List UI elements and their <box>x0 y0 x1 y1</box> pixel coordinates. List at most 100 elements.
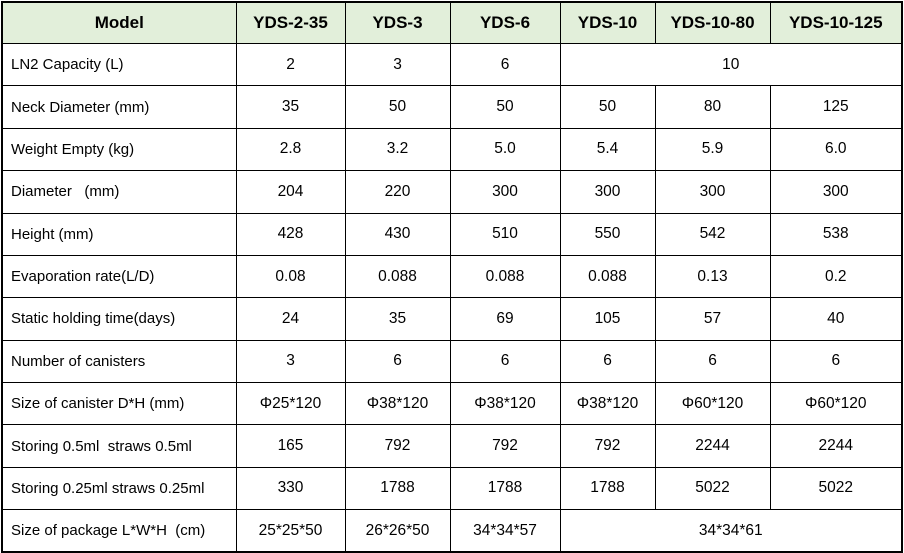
cell-value: 330 <box>235 466 346 511</box>
cell-value: 428 <box>235 212 346 256</box>
cell-value: 3 <box>235 339 346 384</box>
cell-value: 50 <box>344 85 451 129</box>
cell-value: Φ25*120 <box>235 381 346 426</box>
cell-value: 550 <box>559 212 656 256</box>
cell-value: 6 <box>344 339 451 384</box>
cell-value: 0.08 <box>235 254 346 299</box>
cell-value: 6 <box>449 42 561 87</box>
cell-value: 0.088 <box>559 254 656 299</box>
row-label: Number of canisters <box>1 339 237 384</box>
cell-value: 3 <box>344 42 451 87</box>
cell-value: 792 <box>344 424 451 468</box>
cell-value-merged: 10 <box>559 42 903 87</box>
cell-value: 6 <box>559 339 656 384</box>
cell-value: 1788 <box>449 466 561 511</box>
cell-value: 80 <box>654 85 771 129</box>
cell-value: 24 <box>235 297 346 341</box>
table-row-storing-025ml: Storing 0.25ml straws 0.25ml 330 1788 17… <box>1 466 903 511</box>
cell-value: 0.088 <box>449 254 561 299</box>
row-label: Height (mm) <box>1 212 237 256</box>
cell-value: 5022 <box>654 466 771 511</box>
cell-value: 6.0 <box>769 127 903 172</box>
cell-value: 1788 <box>559 466 656 511</box>
cell-value: 69 <box>449 297 561 341</box>
cell-value: 6 <box>654 339 771 384</box>
row-label: LN2 Capacity (L) <box>1 42 237 87</box>
cell-value: 35 <box>235 85 346 129</box>
cell-value: 35 <box>344 297 451 341</box>
cell-value: 2.8 <box>235 127 346 172</box>
cell-value: 50 <box>559 85 656 129</box>
table-row-diameter: Diameter (mm) 204 220 300 300 300 300 <box>1 170 903 214</box>
cell-value: 105 <box>559 297 656 341</box>
cell-value: 5022 <box>769 466 903 511</box>
cell-value: Φ60*120 <box>769 381 903 426</box>
cell-value: 792 <box>449 424 561 468</box>
row-label: Neck Diameter (mm) <box>1 85 237 129</box>
cell-value: 430 <box>344 212 451 256</box>
cell-value-merged: 34*34*61 <box>559 509 903 553</box>
col-header-model-1: YDS-2-35 <box>235 1 346 44</box>
cell-value: 300 <box>769 170 903 214</box>
row-label: Static holding time(days) <box>1 297 237 341</box>
cell-value: 5.4 <box>559 127 656 172</box>
cell-value: Φ38*120 <box>449 381 561 426</box>
cell-value: 204 <box>235 170 346 214</box>
cell-value: 3.2 <box>344 127 451 172</box>
cell-value: 34*34*57 <box>449 509 561 553</box>
cell-value: 165 <box>235 424 346 468</box>
cell-value: 538 <box>769 212 903 256</box>
cell-value: 2 <box>235 42 346 87</box>
cell-value: 1788 <box>344 466 451 511</box>
col-header-model-4: YDS-10 <box>559 1 656 44</box>
row-label: Storing 0.5ml straws 0.5ml <box>1 424 237 468</box>
table-row-ln2-capacity: LN2 Capacity (L) 2 3 6 10 <box>1 42 903 87</box>
row-label: Storing 0.25ml straws 0.25ml <box>1 466 237 511</box>
cell-value: Φ38*120 <box>559 381 656 426</box>
cell-value: 542 <box>654 212 771 256</box>
cell-value: 40 <box>769 297 903 341</box>
cell-value: 5.9 <box>654 127 771 172</box>
cell-value: 300 <box>559 170 656 214</box>
cell-value: 0.2 <box>769 254 903 299</box>
cell-value: Φ38*120 <box>344 381 451 426</box>
cell-value: 300 <box>654 170 771 214</box>
cell-value: 0.13 <box>654 254 771 299</box>
cell-value: 5.0 <box>449 127 561 172</box>
col-header-model: Model <box>1 1 237 44</box>
table-row-static-holding-time: Static holding time(days) 24 35 69 105 5… <box>1 297 903 341</box>
cell-value: 0.088 <box>344 254 451 299</box>
row-label: Diameter (mm) <box>1 170 237 214</box>
cell-value: 300 <box>449 170 561 214</box>
col-header-model-5: YDS-10-80 <box>654 1 771 44</box>
table-row-height: Height (mm) 428 430 510 550 542 538 <box>1 212 903 256</box>
row-label: Size of package L*W*H (cm) <box>1 509 237 553</box>
cell-value: 792 <box>559 424 656 468</box>
cell-value: 25*25*50 <box>235 509 346 553</box>
cell-value: 2244 <box>769 424 903 468</box>
table-row-evaporation-rate: Evaporation rate(L/D) 0.08 0.088 0.088 0… <box>1 254 903 299</box>
row-label: Weight Empty (kg) <box>1 127 237 172</box>
cell-value: 6 <box>449 339 561 384</box>
table-row-canister-size: Size of canister D*H (mm) Φ25*120 Φ38*12… <box>1 381 903 426</box>
cell-value: 125 <box>769 85 903 129</box>
table-row-neck-diameter: Neck Diameter (mm) 35 50 50 50 80 125 <box>1 85 903 129</box>
row-label: Evaporation rate(L/D) <box>1 254 237 299</box>
col-header-model-3: YDS-6 <box>449 1 561 44</box>
cell-value: Φ60*120 <box>654 381 771 426</box>
cell-value: 50 <box>449 85 561 129</box>
cell-value: 510 <box>449 212 561 256</box>
col-header-model-2: YDS-3 <box>344 1 451 44</box>
table-row-storing-05ml: Storing 0.5ml straws 0.5ml 165 792 792 7… <box>1 424 903 468</box>
cell-value: 57 <box>654 297 771 341</box>
row-label: Size of canister D*H (mm) <box>1 381 237 426</box>
table-row-package-size: Size of package L*W*H (cm) 25*25*50 26*2… <box>1 509 903 553</box>
table-row-number-of-canisters: Number of canisters 3 6 6 6 6 6 <box>1 339 903 384</box>
table-row-weight-empty: Weight Empty (kg) 2.8 3.2 5.0 5.4 5.9 6.… <box>1 127 903 172</box>
cell-value: 2244 <box>654 424 771 468</box>
cell-value: 6 <box>769 339 903 384</box>
col-header-model-6: YDS-10-125 <box>769 1 903 44</box>
cell-value: 220 <box>344 170 451 214</box>
